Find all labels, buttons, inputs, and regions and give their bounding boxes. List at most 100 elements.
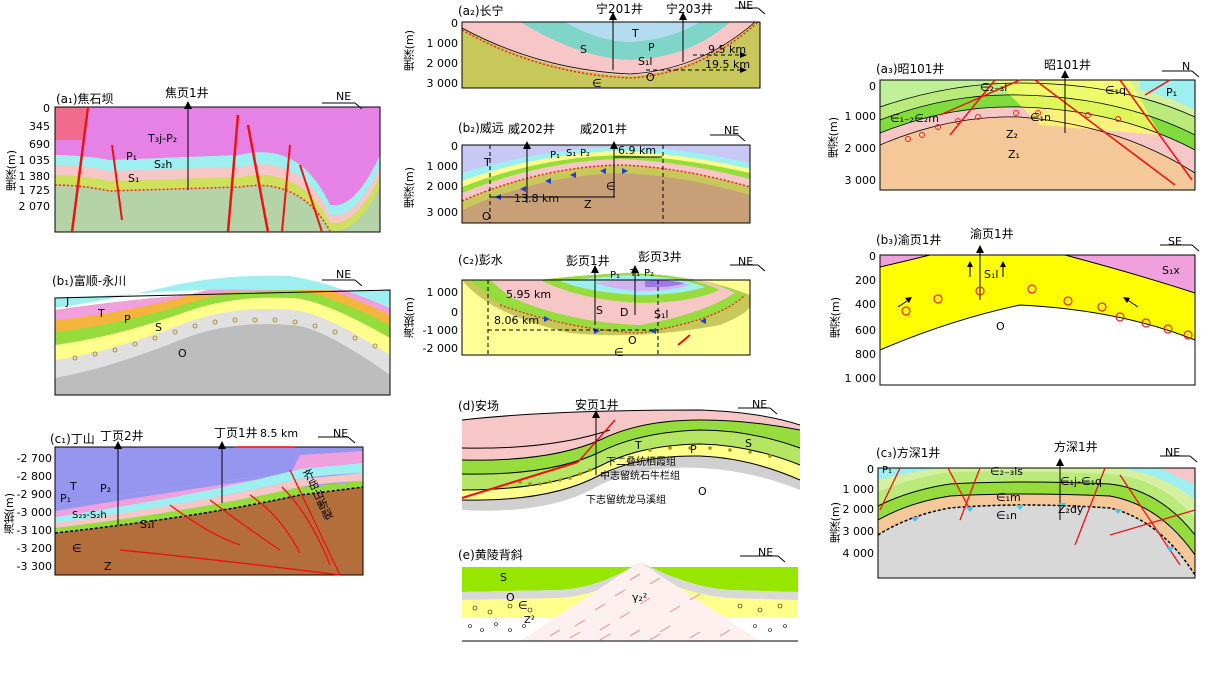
panel-title: (b₁)富顺-永川 <box>52 274 127 288</box>
unit-label: J <box>66 295 70 308</box>
y-tick: -1 000 <box>422 324 458 337</box>
direction-label: SE <box>1168 235 1182 248</box>
panel-b3: (b₃)渝页1井 渝页1井 SE 埋深(m) 0 200 400 600 800… <box>820 225 1209 395</box>
y-tick: 1 000 <box>842 483 875 496</box>
y-tick: 200 <box>855 274 876 287</box>
y-tick: 0 <box>451 140 458 153</box>
well-label: 丁页1井 <box>214 426 258 440</box>
unit-label: T <box>635 439 642 452</box>
section-a3 <box>879 70 1200 191</box>
well-label: 彭页3井 <box>638 250 682 264</box>
unit-label: T <box>484 156 491 169</box>
unit-label: S₁ <box>128 172 140 185</box>
distance-label: 6.9 km <box>618 144 657 157</box>
panel-a3: (a₃)昭101井 昭101井 N 埋深(m) 0 1 000 2 000 3 … <box>820 55 1209 205</box>
distance-label: 13.8 km <box>514 192 560 205</box>
y-tick: 1 000 <box>844 110 877 123</box>
y-axis-label: 埋深(m) <box>403 30 416 72</box>
panel-e: (e)黄陵背斜 NE S O ∈ Z² γ₂² <box>400 540 800 650</box>
section-b2 <box>461 134 751 224</box>
unit-label: P₁ <box>550 150 561 161</box>
y-tick: -2 000 <box>422 342 458 355</box>
y-tick: 3 000 <box>844 174 877 187</box>
unit-label: T <box>98 307 105 320</box>
distance-label: 19.5 km <box>705 58 751 71</box>
unit-label: ∈ <box>614 346 624 359</box>
unit-label: S₁l <box>638 55 653 68</box>
y-tick: 400 <box>855 298 876 311</box>
panel-a2: (a₂)长宁 宁201井 宁203井 NE 埋深(m) 0 1 000 2 00… <box>400 0 780 100</box>
section-a2 <box>461 7 766 89</box>
unit-label: S <box>596 304 603 317</box>
y-tick: 0 <box>451 17 458 30</box>
well-label: 焦页1井 <box>165 86 209 100</box>
unit-label: ∈₁q <box>1105 84 1126 97</box>
unit-label: O <box>178 347 187 360</box>
unit-label: P₂ <box>100 482 112 495</box>
panel-title: (b₃)渝页1井 <box>876 233 942 247</box>
unit-label: S₂₃-S₂h <box>72 510 107 521</box>
y-axis-label: 埋深(m) <box>403 167 416 209</box>
y-tick: 0 <box>869 250 876 263</box>
unit-label: S <box>745 437 752 450</box>
unit-label: S₂h <box>154 158 173 171</box>
section-c3 <box>877 455 1198 579</box>
y-tick: 2 000 <box>842 503 875 516</box>
unit-label: O <box>646 71 655 84</box>
unit-label: ∈₂₋₃l <box>980 81 1008 94</box>
unit-label: S₁l <box>984 268 999 281</box>
panel-title: (c₁)丁山 <box>50 432 95 446</box>
y-tick: -2 900 <box>16 488 52 501</box>
unit-label: Z² <box>524 615 535 626</box>
unit-label: S <box>580 43 587 56</box>
unit-label: Z₂dy <box>1058 503 1084 516</box>
direction-label: NE <box>758 546 774 559</box>
y-tick: 600 <box>855 324 876 337</box>
distance-label: 8.5 km <box>260 427 299 440</box>
y-tick: 1 380 <box>18 170 51 183</box>
y-tick: 800 <box>855 348 876 361</box>
unit-label: P₁ <box>60 492 72 505</box>
unit-label: P <box>690 443 697 456</box>
direction-label: NE <box>336 268 352 281</box>
y-tick: 0 <box>867 463 874 476</box>
direction-label: NE <box>724 124 740 137</box>
unit-label: D <box>620 306 629 319</box>
well-label: 威201井 <box>580 122 627 136</box>
unit-label: P <box>124 313 131 326</box>
well-label: 宁201井 <box>596 2 643 16</box>
unit-label: P₁ <box>882 465 893 476</box>
direction-label: NE <box>738 255 754 268</box>
section-c2 <box>461 264 766 356</box>
y-tick: 2 000 <box>844 142 877 155</box>
y-tick: 0 <box>451 306 458 319</box>
panel-c2: (c₂)彭水 彭页1井 彭页3井 NE 海拔(m) 1 000 0 -1 000… <box>400 245 780 365</box>
well-label: 安页1井 <box>575 398 619 412</box>
unit-label: P₁ <box>1166 86 1178 99</box>
panel-a1: (a₁)焦石坝 焦页1井 NE 埋深(m) 0 345 690 1 035 1 … <box>0 85 400 245</box>
well-label: 宁203井 <box>666 2 713 16</box>
panel-title: (a₁)焦石坝 <box>56 92 114 106</box>
well-label: 威202井 <box>508 122 555 136</box>
unit-label: S <box>155 321 162 334</box>
unit-label: S₁l <box>654 308 669 321</box>
unit-label: S₁l <box>140 518 155 531</box>
unit-label: ∈₁j-∈₁q <box>1060 475 1102 488</box>
y-tick: 0 <box>869 80 876 93</box>
y-tick: 2 000 <box>426 57 459 70</box>
panel-title: (b₂)威远 <box>458 121 504 135</box>
direction-label: NE <box>752 398 768 411</box>
y-tick: 1 000 <box>426 160 459 173</box>
unit-label: T <box>70 480 77 493</box>
stratum-label: 下志留统龙马溪组 <box>586 495 666 506</box>
stratum-label: 中志留统石牛栏组 <box>600 471 680 482</box>
panel-title: (d)安场 <box>458 399 499 413</box>
unit-label: O <box>628 334 637 347</box>
panel-title: (e)黄陵背斜 <box>458 548 523 562</box>
section-a1 <box>54 101 381 233</box>
y-tick: 3 000 <box>426 206 459 219</box>
direction-label: N <box>1182 60 1191 73</box>
distance-label: 5.95 km <box>506 288 552 301</box>
unit-label: Z <box>584 198 592 211</box>
panel-title: (c₃)方深1井 <box>876 446 941 460</box>
